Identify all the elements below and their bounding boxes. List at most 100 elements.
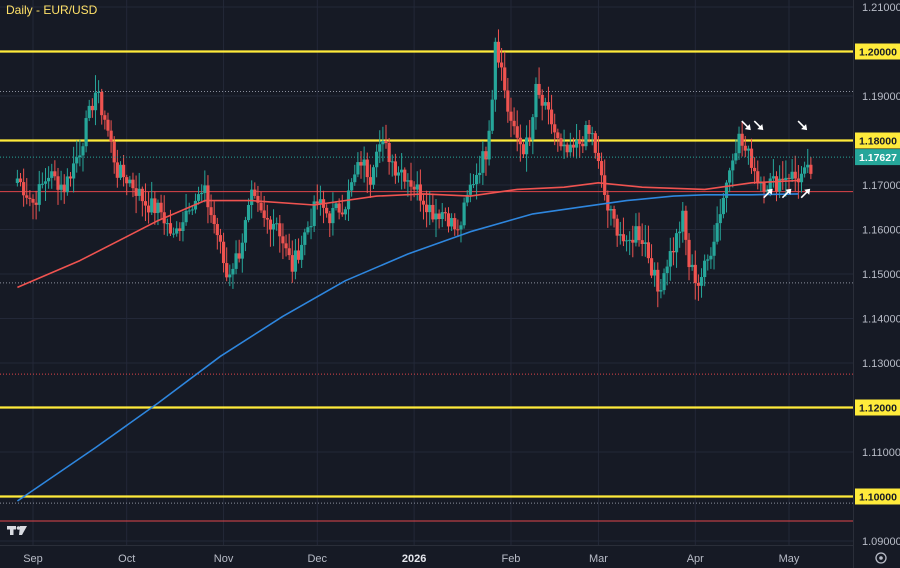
arrow-up-right-icon [763, 188, 773, 199]
candle-body [284, 243, 288, 249]
candle-body [375, 151, 379, 168]
candle-body [628, 239, 632, 241]
candle-body [681, 210, 685, 232]
candle-body [731, 160, 735, 171]
time-tick-label: Apr [687, 553, 704, 565]
candle-body [393, 161, 397, 176]
candle-body [221, 241, 226, 264]
candle-body [359, 162, 363, 166]
last-price-tag-label: 1.17627 [859, 152, 897, 164]
arrow-head [785, 188, 792, 195]
candle-body [806, 164, 810, 168]
candle-body [315, 201, 319, 204]
candle-body [609, 209, 613, 211]
last-price-tag [855, 149, 900, 166]
candle-body [643, 242, 647, 245]
candle-body [178, 228, 182, 231]
time-tick-label: Sep [23, 553, 43, 565]
arrow-head [744, 124, 751, 131]
candle-body [703, 260, 707, 278]
time-tick-label: Dec [307, 553, 327, 565]
candle-body [18, 178, 23, 183]
candle-body [231, 268, 235, 275]
arrow-head [757, 124, 764, 131]
candle-body [68, 176, 73, 179]
candle-body [343, 209, 347, 215]
candle-body [724, 182, 729, 198]
candle-body [218, 235, 223, 242]
candle-body [121, 164, 126, 178]
candle-body [574, 140, 579, 148]
level-price-tag [855, 132, 900, 149]
arrow-down-right-icon [797, 120, 808, 131]
candle-body [15, 178, 19, 183]
candle-body [328, 213, 332, 224]
candle-body [450, 218, 454, 227]
candle-body [656, 269, 660, 292]
time-tick-label: Mar [589, 553, 608, 565]
candle-body [396, 172, 401, 176]
candle-body [565, 144, 569, 153]
level-price-tag [855, 399, 900, 416]
price-axis[interactable]: 1.21000 1.20000 1.19000 1.18000 1.17000 1.160… [0, 2, 900, 548]
candle-body [215, 224, 219, 236]
moving-average-long [16, 193, 799, 502]
candle-body [631, 239, 635, 243]
candle-body [253, 189, 257, 196]
price-tick-label: 1.09000 [862, 536, 900, 548]
candle-body [281, 236, 285, 244]
candle-body [31, 198, 35, 203]
candle-body [109, 130, 113, 142]
candle-body [781, 178, 785, 181]
candle-body [240, 242, 244, 259]
time-axis[interactable]: Sep Oct Nov Dec 2026 Feb Mar Apr May [23, 553, 800, 565]
candle-body [293, 250, 298, 272]
candle-body [143, 201, 148, 206]
price-tick-label: 1.17000 [862, 180, 900, 192]
candle-body [674, 233, 679, 253]
time-tick-label: Feb [501, 553, 520, 565]
candle-body [737, 133, 741, 154]
candle-body [534, 83, 538, 118]
arrow-head [766, 188, 773, 195]
candle-body [793, 171, 797, 179]
candle-body [303, 232, 307, 245]
candle-body [481, 151, 485, 173]
candle-body [503, 67, 507, 91]
candle-body [546, 102, 551, 110]
candle-body [768, 178, 772, 190]
time-tick-label: May [779, 553, 800, 565]
candle-body [159, 202, 163, 213]
arrow-head [801, 124, 808, 131]
candle-body [84, 118, 88, 147]
candle-body [181, 222, 185, 231]
moving-average-short [17, 179, 799, 289]
candle-body [484, 151, 488, 160]
time-tick-label: Nov [214, 553, 234, 565]
candle-body [706, 259, 710, 261]
candle-body [418, 184, 422, 201]
candle-body [468, 184, 472, 195]
candle-body [87, 105, 91, 119]
settings-circle-icon[interactable] [875, 552, 887, 564]
level-price-tag-label: 1.20000 [859, 47, 897, 59]
candle-body [621, 234, 626, 242]
candle-body [131, 179, 135, 189]
candle-body [756, 171, 760, 184]
candle-body [684, 210, 688, 240]
candle-body [381, 140, 385, 145]
price-tick-label: 1.11000 [862, 447, 900, 459]
candle-body [715, 223, 719, 242]
candle-body [531, 117, 535, 140]
candle-body [256, 195, 260, 203]
candle-body [653, 269, 657, 276]
candle-body [106, 119, 110, 131]
candle-body [190, 209, 194, 211]
candle-body [425, 204, 429, 213]
candle-body [37, 184, 41, 205]
candle-body [668, 251, 672, 267]
candle-body [665, 266, 669, 274]
candle-body [678, 231, 682, 234]
